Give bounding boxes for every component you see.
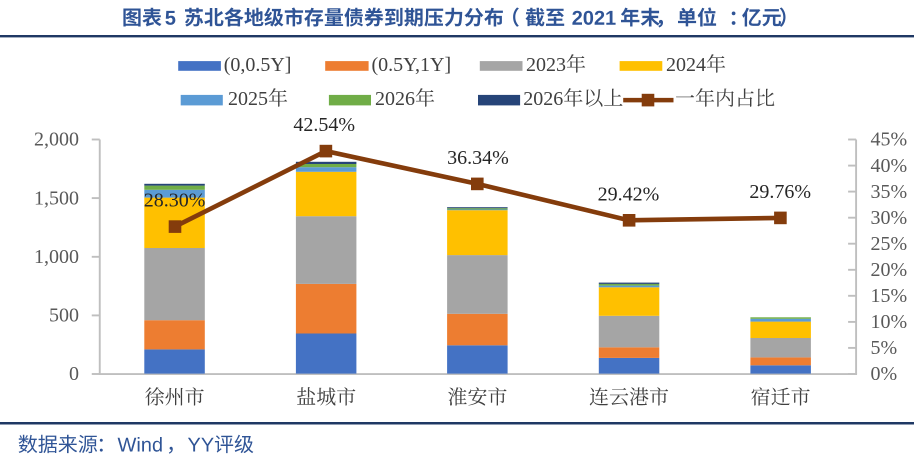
svg-text:30%: 30% xyxy=(871,207,908,229)
svg-text:28.30%: 28.30% xyxy=(144,190,206,212)
svg-text:35%: 35% xyxy=(871,181,908,203)
svg-text:2,000: 2,000 xyxy=(34,129,79,151)
svg-text:2023: 2023 xyxy=(526,54,566,76)
svg-text:10%: 10% xyxy=(871,311,908,333)
svg-text:20%: 20% xyxy=(871,259,908,281)
svg-text:1,000: 1,000 xyxy=(34,246,79,268)
svg-text:29.42%: 29.42% xyxy=(598,183,660,205)
svg-text:25%: 25% xyxy=(871,233,908,255)
svg-text:0: 0 xyxy=(69,363,79,385)
svg-text:(0.5Y,1Y]: (0.5Y,1Y] xyxy=(372,54,452,76)
svg-text:42.54%: 42.54% xyxy=(293,114,355,136)
svg-text:29.76%: 29.76% xyxy=(749,181,811,203)
svg-text:40%: 40% xyxy=(871,155,908,177)
svg-text:36.34%: 36.34% xyxy=(447,147,509,169)
svg-text:1,500: 1,500 xyxy=(34,187,79,209)
svg-text:(0,0.5Y]: (0,0.5Y] xyxy=(224,54,292,76)
svg-text:15%: 15% xyxy=(871,285,908,307)
svg-text:2026: 2026 xyxy=(375,88,415,110)
svg-text:2025: 2025 xyxy=(228,88,268,110)
svg-text:2026: 2026 xyxy=(523,88,563,110)
svg-text:5%: 5% xyxy=(871,337,898,359)
svg-text:2024: 2024 xyxy=(666,54,706,76)
svg-text:45%: 45% xyxy=(871,129,908,151)
svg-text:500: 500 xyxy=(49,305,79,327)
svg-text:0%: 0% xyxy=(871,363,898,385)
